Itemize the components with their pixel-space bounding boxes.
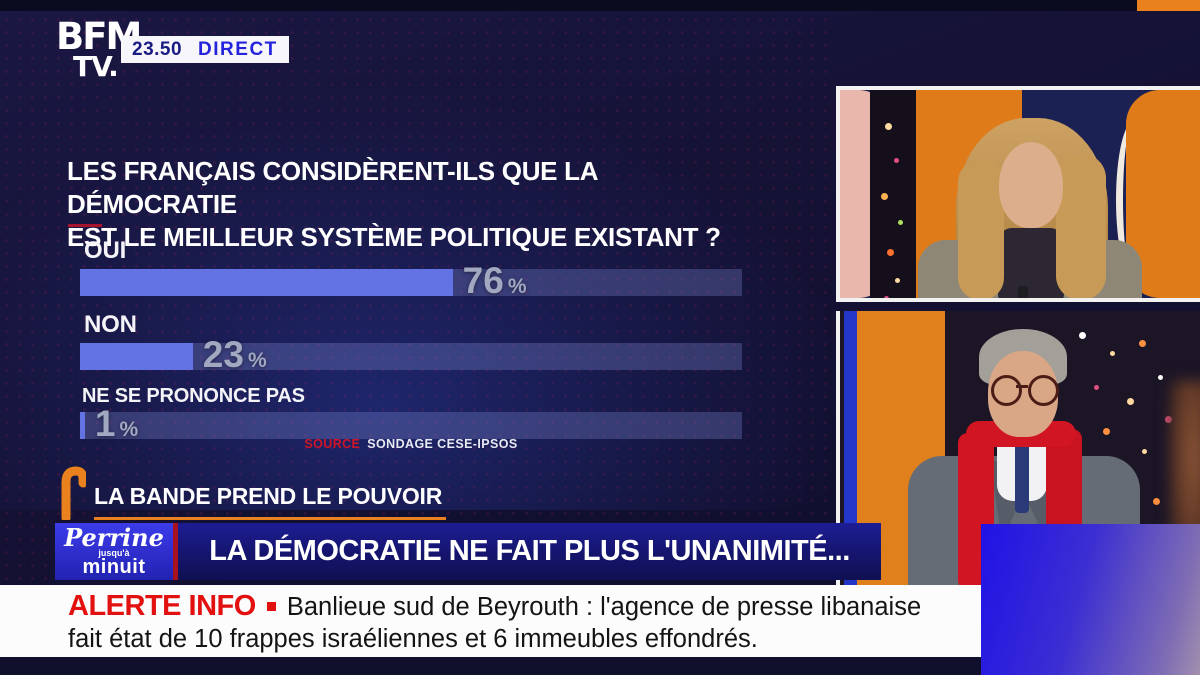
bar-fill [80, 412, 85, 439]
program-strip: LA BANDE PREND LE POUVOIR [60, 466, 447, 520]
bar-label: NE SE PRONONCE PAS [82, 385, 305, 407]
poll-question-line1: LES FRANÇAIS CONSIDÈRENT-ILS QUE LA DÉMO… [67, 156, 598, 219]
program-logo-line2: jusqu'à [98, 547, 130, 558]
bar-fill [80, 343, 193, 370]
poll-bar-chart: OUI 76% NON 23% NE SE PRONONCE PAS [80, 237, 742, 454]
bokeh-lights [880, 110, 885, 115]
headline-text: LA DÉMOCRATIE NE FAIT PLUS L'UNANIMITÉ..… [209, 535, 850, 567]
studio-white-arc [1116, 120, 1153, 280]
alert-bullet-icon [266, 602, 276, 611]
bar-row-oui: OUI 76% [80, 237, 742, 301]
bar-label: NON [84, 311, 137, 338]
alert-text-line1: Banlieue sud de Beyrouth : l'agence de p… [286, 592, 922, 621]
question-underline [68, 224, 102, 227]
poll-source: SOURCE SONDAGE CESE-IPSOS [80, 437, 742, 451]
bar-value: 23% [202, 334, 267, 375]
time-strip: 23.50 DIRECT [121, 36, 289, 63]
bfm-logo-line2: TV. [73, 50, 119, 83]
program-logo: Perrine jusqu'à minuit [55, 523, 173, 580]
background-glow [0, 90, 840, 510]
bar-track: 76% [80, 260, 742, 301]
bar-track: 23% [80, 334, 742, 375]
glasses-bridge [1016, 385, 1028, 388]
microphone [1018, 286, 1028, 298]
panelist-hair-strand [958, 160, 1004, 298]
headline-banner: Perrine jusqu'à minuit LA DÉMOCRATIE NE … [55, 523, 881, 580]
alert-label: ALERTE INFO [68, 590, 256, 622]
panelist-face [999, 142, 1063, 228]
poll-question: LES FRANÇAIS CONSIDÈRENT-ILS QUE LA DÉMO… [67, 155, 767, 254]
program-logo-line3: minuit [82, 555, 146, 578]
top-band [0, 0, 1200, 11]
source-text: SONDAGE CESE-IPSOS [367, 437, 518, 451]
bar-fill [80, 269, 453, 296]
glasses-icon [991, 375, 1022, 406]
bottom-band [0, 657, 1200, 675]
bar-row-ne-se-prononce-pas: NE SE PRONONCE PAS 1% [80, 385, 742, 444]
la-bande-logo-icon [61, 466, 86, 520]
live-badge: DIRECT [198, 38, 278, 60]
glasses-icon [1028, 375, 1059, 406]
bar-track: 1% [80, 403, 742, 444]
bar-row-non: NON 23% [80, 311, 742, 375]
bar-label: OUI [84, 237, 127, 264]
lower-right-gradient-panel [981, 524, 1200, 675]
alert-text-line2: fait état de 10 frappes israéliennes et … [68, 625, 758, 653]
orange-corner-decor [1137, 0, 1200, 11]
host-tie [1015, 437, 1029, 513]
poll-question-line2: EST LE MEILLEUR SYSTÈME POLITIQUE EXISTA… [67, 222, 721, 252]
panelist-video-top [836, 86, 1200, 302]
bar-value: 1% [94, 403, 139, 444]
alert-ticker: ALERTE INFO Banlieue sud de Beyrouth : l… [0, 585, 981, 657]
studio-blue-strip [844, 311, 857, 590]
program-strip-label: LA BANDE PREND LE POUVOIR [94, 483, 447, 520]
program-logo-line1: Perrine [64, 522, 164, 552]
bokeh-lights [1070, 321, 1075, 326]
source-prefix: SOURCE [304, 437, 361, 451]
clock-time: 23.50 [132, 38, 183, 60]
banner-red-divider [173, 523, 178, 580]
bar-value: 76% [462, 260, 527, 301]
alert-line1: ALERTE INFO Banlieue sud de Beyrouth : l… [68, 590, 981, 623]
panelist-dark-top [998, 228, 1064, 298]
panelist-hair-strand [1056, 154, 1106, 298]
